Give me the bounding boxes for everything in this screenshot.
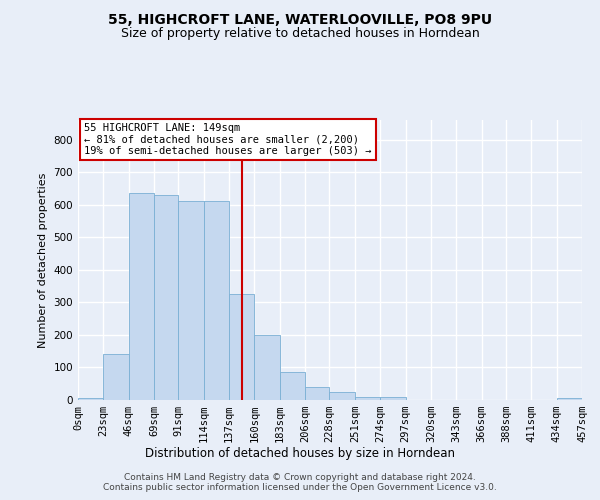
Text: 55 HIGHCROFT LANE: 149sqm
← 81% of detached houses are smaller (2,200)
19% of se: 55 HIGHCROFT LANE: 149sqm ← 81% of detac… (84, 123, 371, 156)
Text: Distribution of detached houses by size in Horndean: Distribution of detached houses by size … (145, 448, 455, 460)
Bar (280, 372, 305, 400)
Y-axis label: Number of detached properties: Number of detached properties (38, 172, 48, 348)
Bar (204, 202, 229, 400)
Bar (129, 194, 154, 400)
Bar (329, 392, 355, 400)
Bar (380, 396, 406, 400)
Bar (305, 387, 329, 400)
Bar (355, 396, 380, 400)
Bar (254, 335, 280, 400)
Bar (229, 294, 254, 400)
Text: Contains HM Land Registry data © Crown copyright and database right 2024.
Contai: Contains HM Land Registry data © Crown c… (103, 472, 497, 492)
Bar (178, 202, 204, 400)
Bar (78, 398, 103, 400)
Bar (557, 398, 582, 400)
Text: 55, HIGHCROFT LANE, WATERLOOVILLE, PO8 9PU: 55, HIGHCROFT LANE, WATERLOOVILLE, PO8 9… (108, 12, 492, 26)
Text: Size of property relative to detached houses in Horndean: Size of property relative to detached ho… (121, 28, 479, 40)
Bar (154, 195, 178, 400)
Bar (103, 354, 129, 400)
